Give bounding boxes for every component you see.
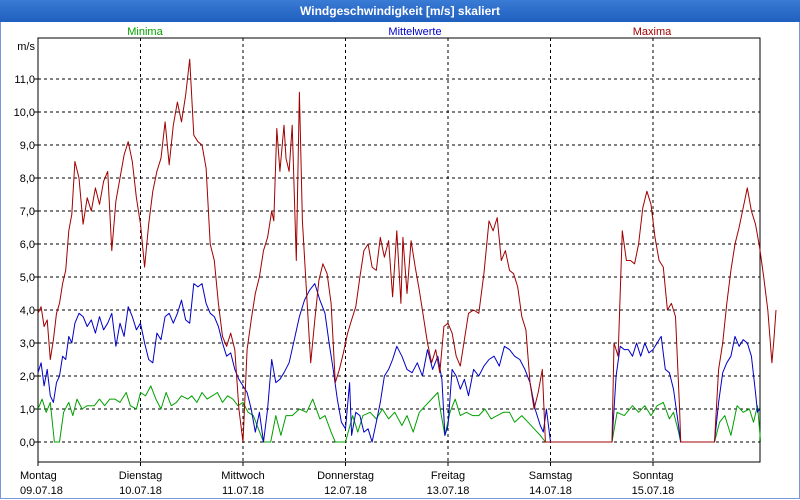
window-title: Windgeschwindigkeit [m/s] skaliert xyxy=(0,0,800,22)
y-tick-label: 1,0 xyxy=(20,404,35,416)
y-tick-label: 10,0 xyxy=(14,107,35,119)
y-tick-label: 2,0 xyxy=(20,371,35,383)
series-line-mittelwerte xyxy=(37,283,761,443)
x-tick-date: 14.07.18 xyxy=(529,485,572,497)
legend-minima: Minima xyxy=(127,26,163,38)
series-line-maxima xyxy=(37,58,777,443)
plot-area xyxy=(37,37,761,463)
y-axis-label: m/s xyxy=(17,41,35,53)
x-tick-day: Mittwoch xyxy=(221,470,264,482)
y-tick-label: 9,0 xyxy=(20,140,35,152)
series-line-minima xyxy=(37,385,762,443)
y-tick-label: 8,0 xyxy=(20,173,35,185)
x-tick-day: Montag xyxy=(20,470,57,482)
y-tick-label: 6,0 xyxy=(20,239,35,251)
legend-maxima: Maxima xyxy=(633,26,672,38)
x-tick-date: 10.07.18 xyxy=(119,485,162,497)
y-tick-label: 5,0 xyxy=(20,272,35,284)
x-tick-day: Freitag xyxy=(431,470,465,482)
x-tick-date: 15.07.18 xyxy=(632,485,675,497)
x-tick-date: 11.07.18 xyxy=(222,485,264,497)
x-tick-day: Samstag xyxy=(529,470,572,482)
legend-mittelwerte: Mittelwerte xyxy=(388,26,441,38)
x-tick-date: 13.07.18 xyxy=(427,485,470,497)
x-tick-day: Sonntag xyxy=(633,470,674,482)
y-tick-label: 3,0 xyxy=(20,338,35,350)
y-tick-label: 11,0 xyxy=(14,74,35,86)
y-tick-label: 4,0 xyxy=(20,305,35,317)
x-tick-date: 12.07.18 xyxy=(324,485,367,497)
x-tick-day: Dienstag xyxy=(119,470,162,482)
x-tick-day: Donnerstag xyxy=(317,470,374,482)
y-tick-label: 7,0 xyxy=(20,206,35,218)
y-tick-label: 0,0 xyxy=(20,437,35,449)
x-tick-date: 09.07.18 xyxy=(20,485,63,497)
